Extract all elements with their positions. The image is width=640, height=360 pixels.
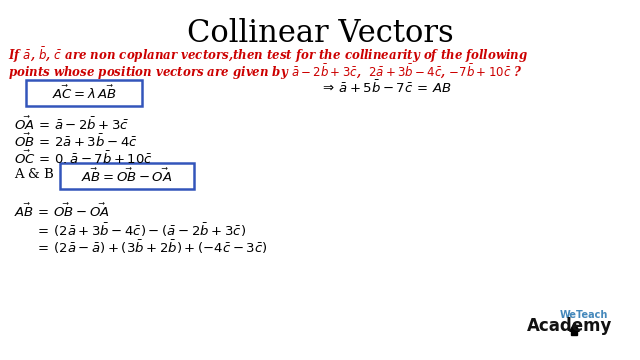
Text: $=\, (2\bar{a}-\bar{a})+(3\bar{b}+2\bar{b})+(-4\bar{c}-3\bar{c})$: $=\, (2\bar{a}-\bar{a})+(3\bar{b}+2\bar{…	[35, 238, 268, 256]
Text: $\Rightarrow\, \bar{a}+5\bar{b}-7\bar{c}\, =\, AB$: $\Rightarrow\, \bar{a}+5\bar{b}-7\bar{c}…	[320, 80, 452, 96]
Text: WeTeach: WeTeach	[559, 310, 608, 320]
Text: If $\bar{a}$, $\bar{b}$, $\bar{c}$ are non coplanar vectors,then test for the co: If $\bar{a}$, $\bar{b}$, $\bar{c}$ are n…	[8, 46, 528, 66]
FancyBboxPatch shape	[60, 163, 194, 189]
Text: points whose position vectors are given by $\bar{a}-2\bar{b}+3\bar{c}$,  $2\bar{: points whose position vectors are given …	[8, 63, 522, 82]
FancyBboxPatch shape	[26, 80, 142, 106]
Text: $\vec{AB}\, =\, \vec{OB}-\vec{OA}$: $\vec{AB}\, =\, \vec{OB}-\vec{OA}$	[14, 203, 110, 220]
Text: Academy: Academy	[527, 317, 612, 335]
Text: $=\, (2\bar{a}+3\bar{b}-4\bar{c})-(\bar{a}-2\bar{b}+3\bar{c})$: $=\, (2\bar{a}+3\bar{b}-4\bar{c})-(\bar{…	[35, 221, 246, 239]
Text: Collinear Vectors: Collinear Vectors	[187, 18, 453, 49]
Text: $\vec{OC}\, =\, 0.\bar{a}-7\bar{b}+10\bar{c}$: $\vec{OC}\, =\, 0.\bar{a}-7\bar{b}+10\ba…	[14, 150, 153, 167]
Text: A & B: A & B	[14, 168, 54, 181]
Text: $\vec{AC} = \lambda\,\vec{AB}$: $\vec{AC} = \lambda\,\vec{AB}$	[52, 84, 116, 102]
Text: $\vec{OA}\, =\, \bar{a}-2\bar{b}+3\bar{c}$: $\vec{OA}\, =\, \bar{a}-2\bar{b}+3\bar{c…	[14, 116, 129, 133]
Text: $\vec{AB} = \vec{OB}-\vec{OA}$: $\vec{AB} = \vec{OB}-\vec{OA}$	[81, 167, 173, 185]
Text: $\vec{OB}\, =\, 2\bar{a}+3\bar{b}-4\bar{c}$: $\vec{OB}\, =\, 2\bar{a}+3\bar{b}-4\bar{…	[14, 133, 138, 150]
